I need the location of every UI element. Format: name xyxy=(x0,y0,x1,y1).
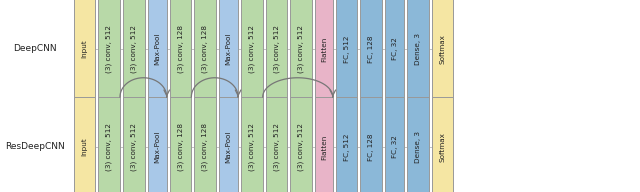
Text: (3) conv, 128: (3) conv, 128 xyxy=(177,123,184,171)
Text: (3) conv, 512: (3) conv, 512 xyxy=(106,25,113,73)
FancyBboxPatch shape xyxy=(315,97,333,192)
Text: Input: Input xyxy=(81,137,88,156)
FancyBboxPatch shape xyxy=(360,0,382,99)
FancyBboxPatch shape xyxy=(123,97,145,192)
Text: ResDeepCNN: ResDeepCNN xyxy=(5,142,65,151)
FancyBboxPatch shape xyxy=(148,0,166,99)
FancyBboxPatch shape xyxy=(170,97,191,192)
FancyBboxPatch shape xyxy=(360,97,382,192)
Text: Softmax: Softmax xyxy=(440,132,445,162)
FancyBboxPatch shape xyxy=(170,0,191,99)
FancyBboxPatch shape xyxy=(219,97,238,192)
Text: (3) conv, 512: (3) conv, 512 xyxy=(106,123,113,171)
Text: FC, 512: FC, 512 xyxy=(344,133,349,161)
FancyBboxPatch shape xyxy=(290,0,312,99)
Text: Max-Pool: Max-Pool xyxy=(154,33,160,65)
FancyBboxPatch shape xyxy=(74,97,95,192)
FancyBboxPatch shape xyxy=(241,0,262,99)
FancyBboxPatch shape xyxy=(407,97,429,192)
FancyBboxPatch shape xyxy=(123,0,145,99)
Text: (3) conv, 128: (3) conv, 128 xyxy=(202,25,209,73)
Text: (3) conv, 512: (3) conv, 512 xyxy=(248,123,255,171)
Text: Max-Pool: Max-Pool xyxy=(225,131,232,163)
Text: FC, 128: FC, 128 xyxy=(368,35,374,63)
FancyBboxPatch shape xyxy=(385,97,404,192)
Text: Dense, 3: Dense, 3 xyxy=(415,33,421,65)
FancyBboxPatch shape xyxy=(148,97,166,192)
FancyBboxPatch shape xyxy=(195,97,216,192)
FancyBboxPatch shape xyxy=(315,0,333,99)
FancyBboxPatch shape xyxy=(266,0,287,99)
Text: FC, 32: FC, 32 xyxy=(392,135,397,158)
FancyBboxPatch shape xyxy=(290,97,312,192)
FancyBboxPatch shape xyxy=(219,0,238,99)
Text: (3) conv, 512: (3) conv, 512 xyxy=(273,123,280,171)
Text: Max-Pool: Max-Pool xyxy=(225,33,232,65)
FancyBboxPatch shape xyxy=(431,0,453,99)
FancyBboxPatch shape xyxy=(241,97,262,192)
Text: FC, 128: FC, 128 xyxy=(368,133,374,161)
FancyBboxPatch shape xyxy=(195,0,216,99)
Text: Flatten: Flatten xyxy=(321,36,327,62)
FancyBboxPatch shape xyxy=(335,97,357,192)
FancyBboxPatch shape xyxy=(99,97,120,192)
FancyBboxPatch shape xyxy=(407,0,429,99)
Text: Input: Input xyxy=(81,40,88,58)
Text: (3) conv, 512: (3) conv, 512 xyxy=(273,25,280,73)
Text: FC, 512: FC, 512 xyxy=(344,35,349,63)
FancyBboxPatch shape xyxy=(74,0,95,99)
FancyBboxPatch shape xyxy=(335,0,357,99)
Text: Dense, 3: Dense, 3 xyxy=(415,131,421,163)
Text: (3) conv, 512: (3) conv, 512 xyxy=(248,25,255,73)
Text: (3) conv, 512: (3) conv, 512 xyxy=(298,25,305,73)
FancyBboxPatch shape xyxy=(431,97,453,192)
FancyBboxPatch shape xyxy=(99,0,120,99)
Text: (3) conv, 128: (3) conv, 128 xyxy=(177,25,184,73)
Text: (3) conv, 512: (3) conv, 512 xyxy=(131,25,137,73)
Text: Softmax: Softmax xyxy=(440,34,445,64)
Text: (3) conv, 128: (3) conv, 128 xyxy=(202,123,209,171)
FancyBboxPatch shape xyxy=(266,97,287,192)
Text: DeepCNN: DeepCNN xyxy=(13,45,57,53)
Text: FC, 32: FC, 32 xyxy=(392,37,397,60)
Text: (3) conv, 512: (3) conv, 512 xyxy=(131,123,137,171)
FancyBboxPatch shape xyxy=(385,0,404,99)
Text: (3) conv, 512: (3) conv, 512 xyxy=(298,123,305,171)
Text: Flatten: Flatten xyxy=(321,134,327,160)
Text: Max-Pool: Max-Pool xyxy=(154,131,160,163)
